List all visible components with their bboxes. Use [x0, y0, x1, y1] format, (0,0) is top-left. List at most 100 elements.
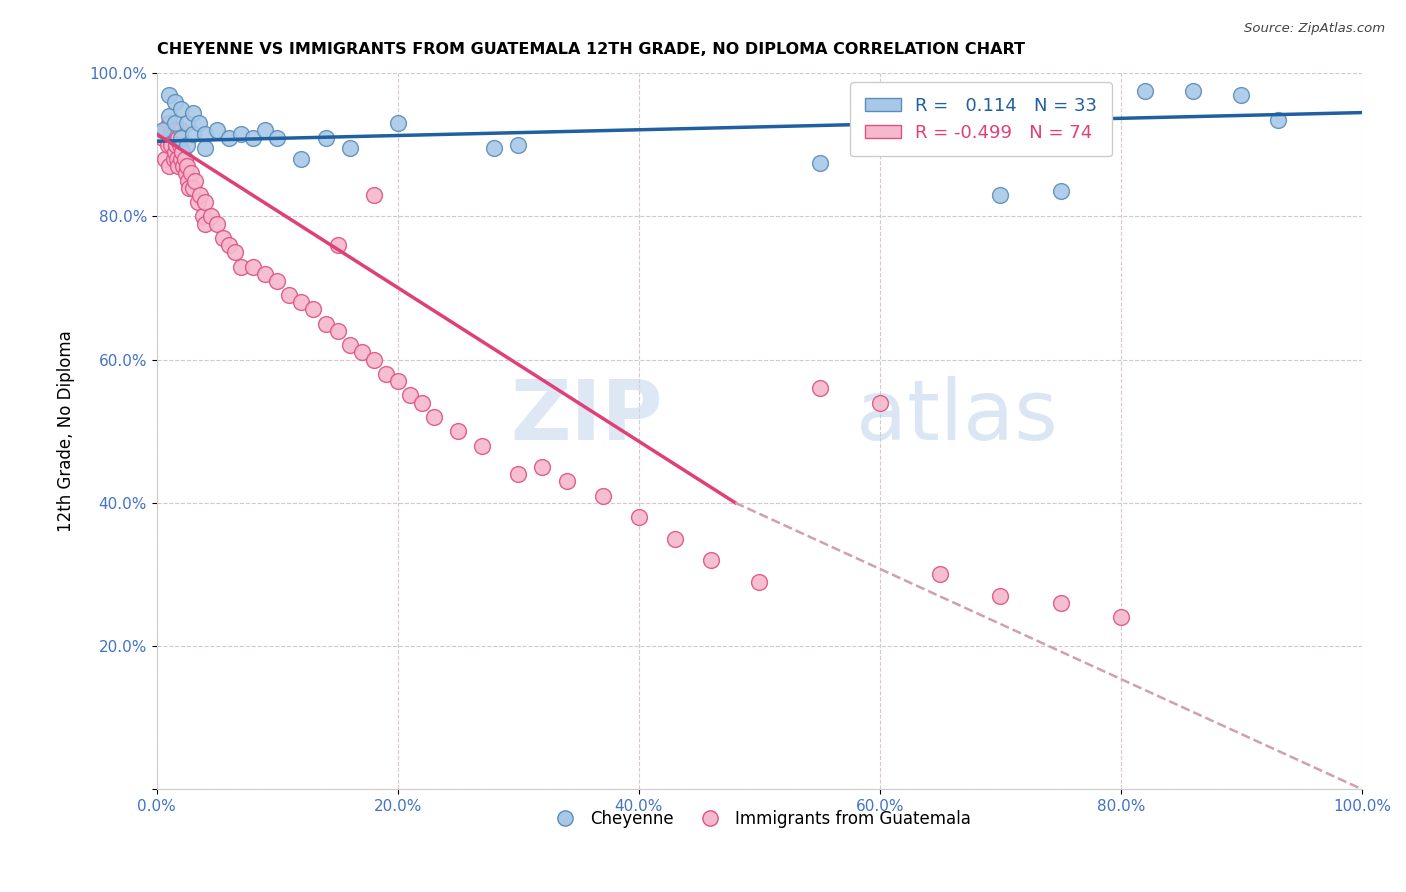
- Point: [179, 181, 201, 195]
- Point: [278, 288, 301, 302]
- Point: [471, 438, 494, 452]
- Point: [508, 467, 530, 482]
- Point: [163, 116, 186, 130]
- Point: [188, 188, 211, 202]
- Point: [339, 338, 361, 352]
- Point: [387, 374, 409, 388]
- Point: [169, 137, 191, 152]
- Point: [326, 324, 349, 338]
- Point: [326, 238, 349, 252]
- Point: [254, 267, 277, 281]
- Point: [1049, 596, 1071, 610]
- Point: [266, 130, 288, 145]
- Point: [163, 95, 186, 109]
- Text: atlas: atlas: [856, 376, 1057, 458]
- Point: [399, 388, 422, 402]
- Point: [990, 188, 1012, 202]
- Point: [929, 567, 952, 582]
- Point: [205, 217, 228, 231]
- Point: [205, 123, 228, 137]
- Y-axis label: 12th Grade, No Diploma: 12th Grade, No Diploma: [58, 330, 75, 533]
- Point: [184, 173, 207, 187]
- Point: [200, 210, 222, 224]
- Point: [194, 217, 217, 231]
- Point: [700, 553, 723, 567]
- Point: [224, 245, 246, 260]
- Point: [155, 152, 177, 166]
- Point: [808, 381, 831, 395]
- Legend: Cheyenne, Immigrants from Guatemala: Cheyenne, Immigrants from Guatemala: [541, 804, 977, 835]
- Point: [218, 130, 240, 145]
- Point: [411, 395, 433, 409]
- Point: [266, 274, 288, 288]
- Point: [170, 130, 193, 145]
- Point: [177, 173, 200, 187]
- Point: [152, 130, 174, 145]
- Point: [163, 145, 186, 159]
- Point: [315, 317, 337, 331]
- Text: CHEYENNE VS IMMIGRANTS FROM GUATEMALA 12TH GRADE, NO DIPLOMA CORRELATION CHART: CHEYENNE VS IMMIGRANTS FROM GUATEMALA 12…: [157, 42, 1025, 57]
- Point: [363, 188, 385, 202]
- Point: [176, 159, 198, 173]
- Point: [869, 395, 891, 409]
- Point: [167, 159, 190, 173]
- Point: [157, 87, 180, 102]
- Point: [174, 166, 197, 180]
- Point: [152, 123, 174, 137]
- Point: [181, 105, 204, 120]
- Point: [157, 109, 180, 123]
- Point: [176, 116, 198, 130]
- Point: [172, 145, 194, 159]
- Point: [990, 589, 1012, 603]
- Point: [531, 460, 554, 475]
- Point: [1182, 84, 1205, 98]
- Point: [162, 123, 184, 137]
- Point: [157, 116, 180, 130]
- Point: [302, 302, 325, 317]
- Point: [159, 130, 181, 145]
- Point: [231, 260, 253, 274]
- Point: [315, 130, 337, 145]
- Point: [254, 123, 277, 137]
- Point: [170, 152, 193, 166]
- Point: [1267, 112, 1289, 127]
- Point: [447, 424, 470, 438]
- Point: [160, 137, 183, 152]
- Point: [194, 127, 217, 141]
- Point: [664, 532, 686, 546]
- Point: [181, 127, 204, 141]
- Point: [165, 137, 187, 152]
- Point: [290, 152, 312, 166]
- Point: [387, 116, 409, 130]
- Point: [163, 152, 186, 166]
- Point: [350, 345, 373, 359]
- Point: [627, 510, 650, 524]
- Point: [508, 137, 530, 152]
- Point: [748, 574, 770, 589]
- Point: [231, 127, 253, 141]
- Point: [242, 260, 264, 274]
- Point: [191, 210, 214, 224]
- Point: [176, 137, 198, 152]
- Point: [555, 475, 578, 489]
- Point: [423, 409, 446, 424]
- Point: [339, 141, 361, 155]
- Point: [163, 123, 186, 137]
- Point: [1133, 84, 1156, 98]
- Point: [808, 155, 831, 169]
- Point: [592, 489, 614, 503]
- Point: [242, 130, 264, 145]
- Point: [218, 238, 240, 252]
- Point: [212, 231, 235, 245]
- Point: [167, 130, 190, 145]
- Point: [170, 102, 193, 116]
- Text: ZIP: ZIP: [510, 376, 664, 458]
- Point: [180, 166, 202, 180]
- Point: [1230, 87, 1253, 102]
- Point: [484, 141, 506, 155]
- Point: [1049, 185, 1071, 199]
- Point: [173, 152, 195, 166]
- Point: [157, 159, 180, 173]
- Point: [374, 367, 396, 381]
- Point: [155, 123, 177, 137]
